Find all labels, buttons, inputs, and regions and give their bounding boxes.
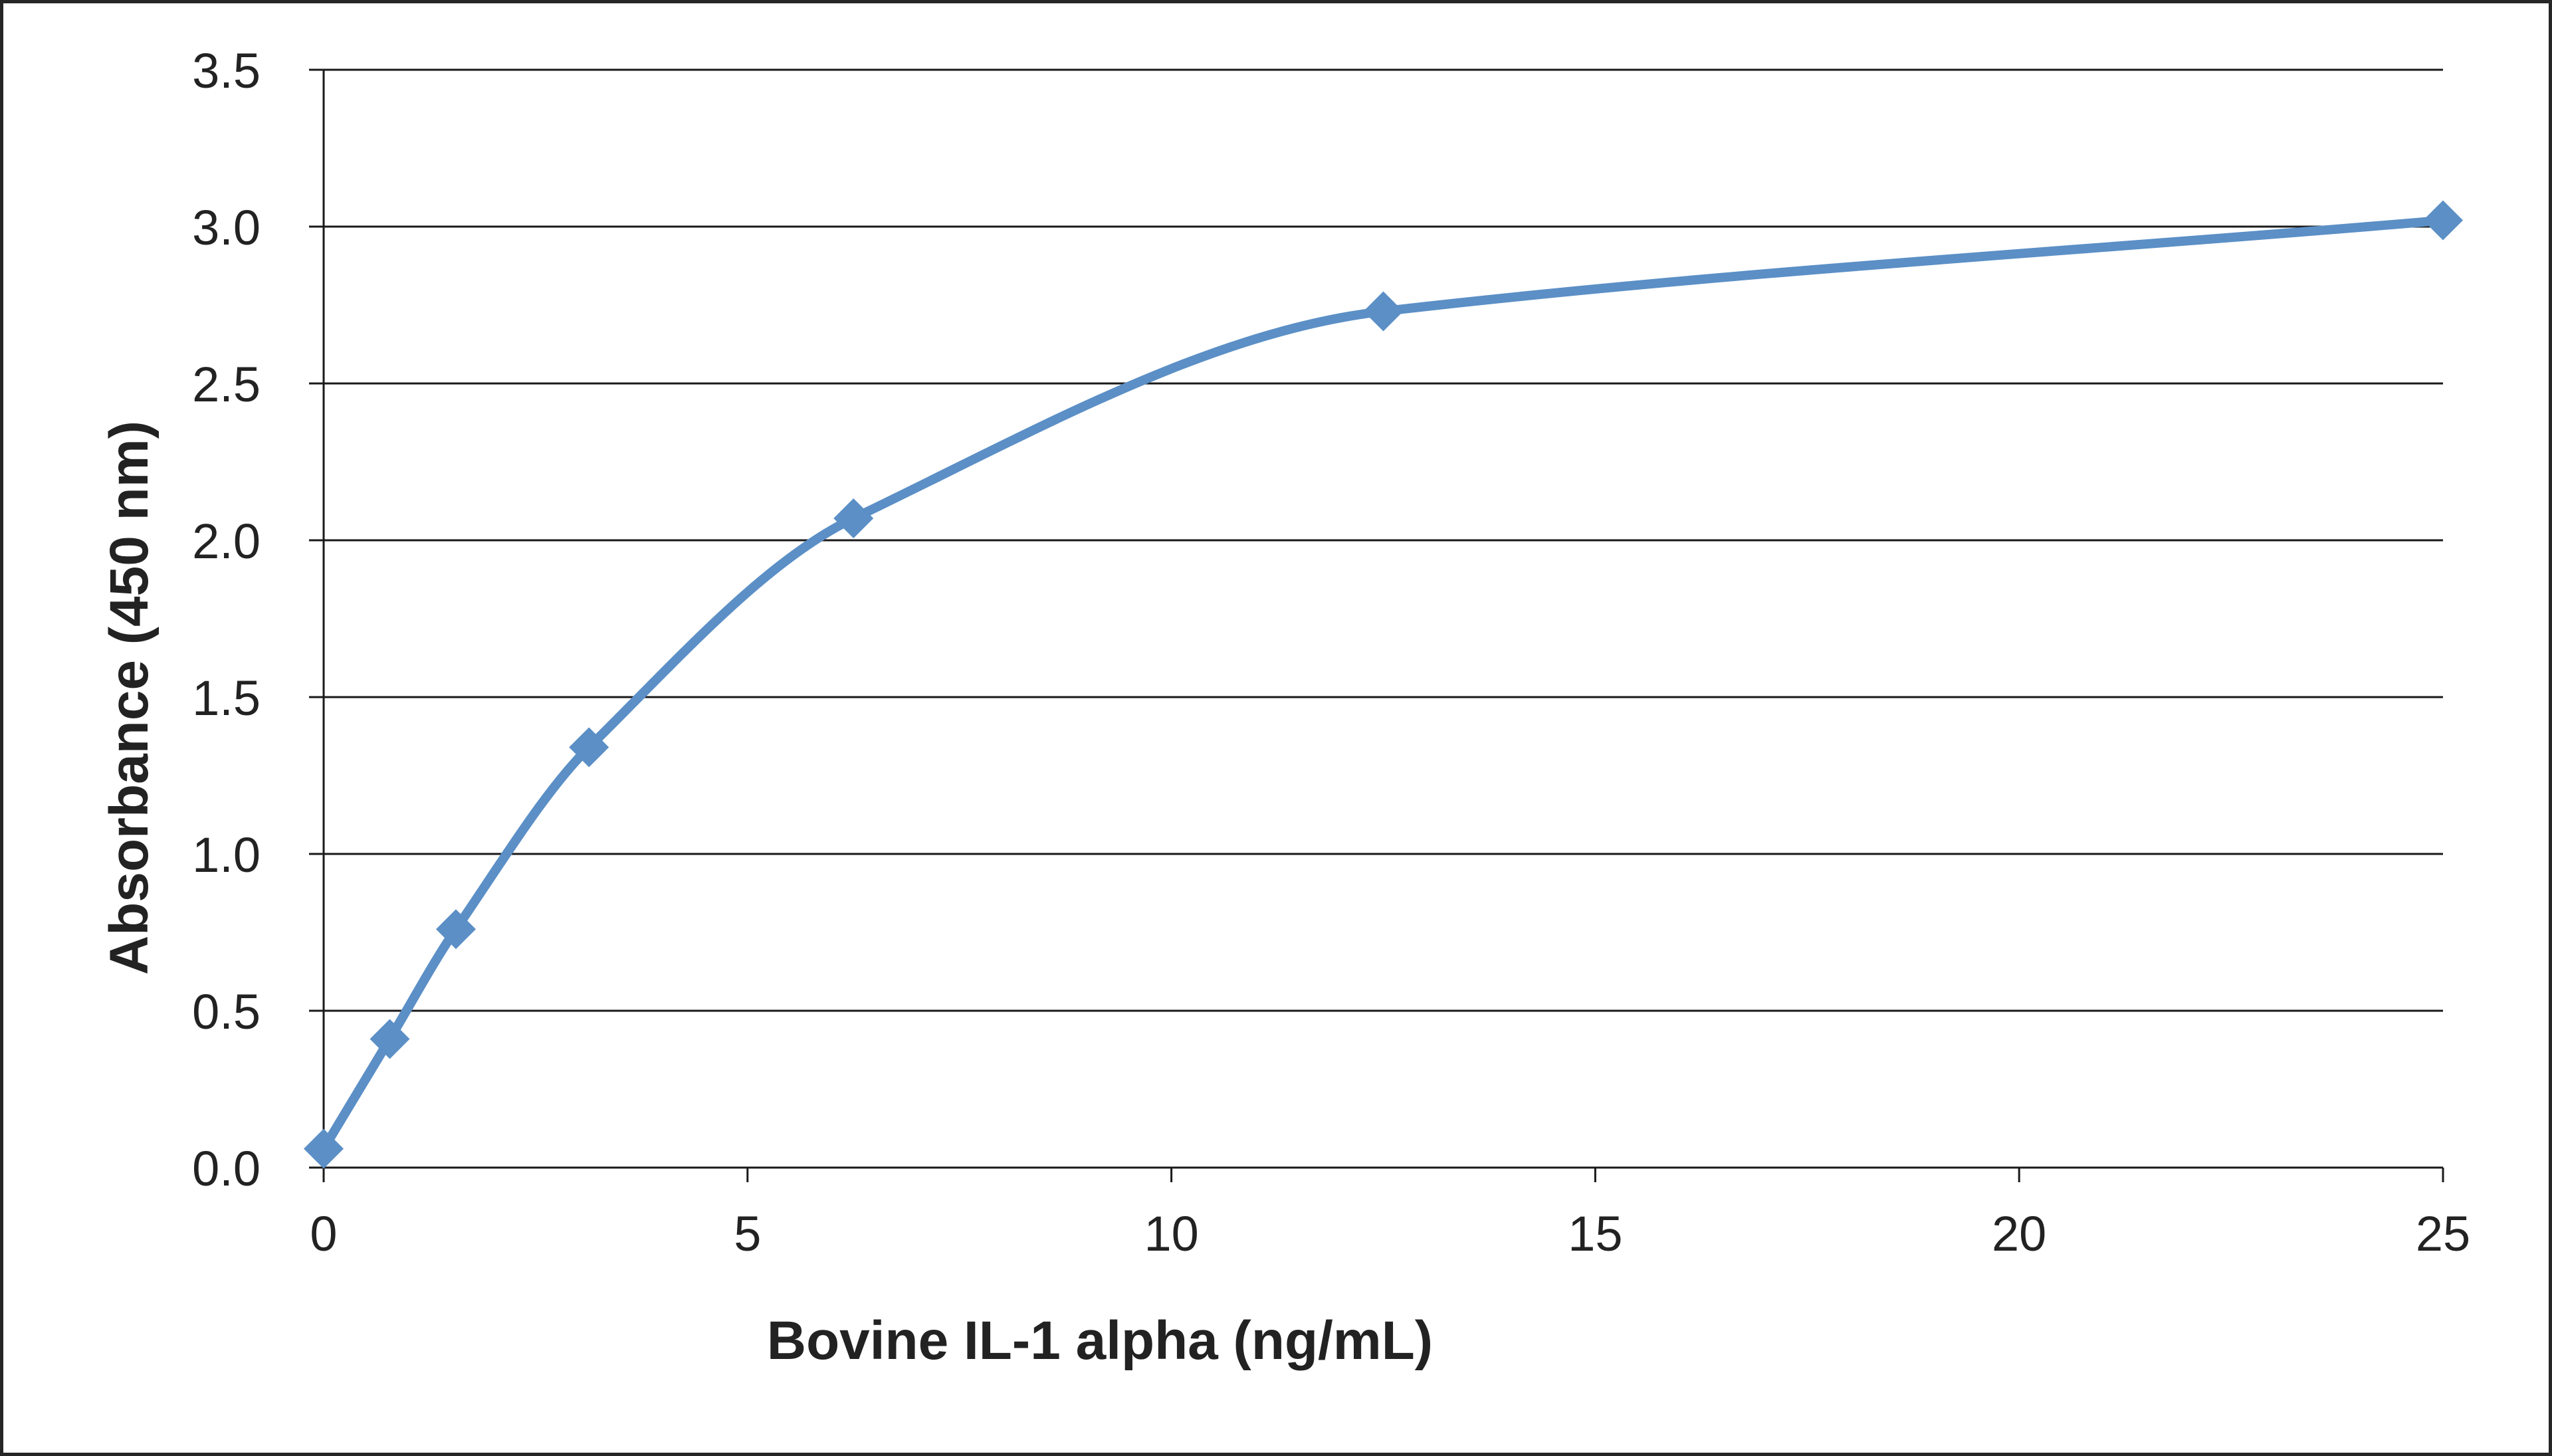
y-tick-label: 0.5 [192, 984, 261, 1039]
y-tick-label: 2.5 [192, 357, 261, 412]
x-tick-label: 25 [2416, 1206, 2470, 1261]
y-tick-label: 3.5 [192, 43, 261, 98]
y-tick-label: 2.0 [192, 514, 261, 569]
data-point-marker [2423, 200, 2463, 241]
data-point-marker [304, 1128, 344, 1169]
data-point-marker [370, 1019, 410, 1059]
axes [309, 68, 2444, 1182]
data-point-marker [569, 727, 609, 768]
y-tick-label: 1.5 [192, 671, 261, 726]
y-tick-label: 0.0 [192, 1141, 261, 1196]
series-line [319, 215, 2448, 1154]
x-tick-label: 10 [1144, 1206, 1198, 1261]
tick-labels: 0.0 0.5 1.0 1.5 2.0 2.5 3.0 3.5 0 5 10 15 20 25 [192, 43, 2470, 1261]
data-point-marker [435, 909, 476, 950]
data-point-marker [833, 498, 874, 538]
series [304, 200, 2463, 1169]
y-tick-label: 3.0 [192, 200, 261, 255]
x-tick-label: 0 [310, 1206, 337, 1261]
x-axis-title: Bovine IL-1 alpha (ng/mL) [767, 1310, 1433, 1371]
x-tick-label: 20 [1992, 1206, 2046, 1261]
data-point-marker [1363, 291, 1404, 332]
y-axis-title: Absorbance (450 nm) [99, 421, 160, 975]
x-tick-label: 15 [1568, 1206, 1622, 1261]
y-tick-label: 1.0 [192, 827, 261, 883]
gridlines [324, 68, 2443, 1012]
x-tick-label: 5 [734, 1206, 761, 1261]
